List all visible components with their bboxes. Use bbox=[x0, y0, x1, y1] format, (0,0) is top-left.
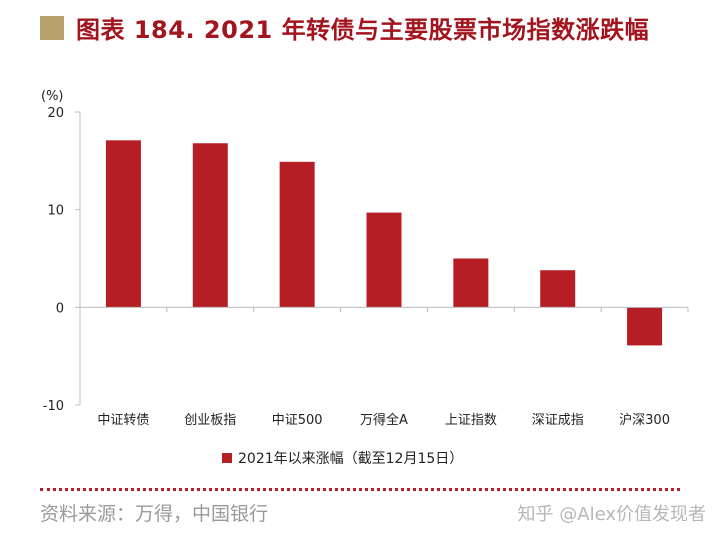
bar-6 bbox=[540, 270, 576, 308]
x-category-label: 创业板指 bbox=[184, 413, 236, 428]
bar-4 bbox=[366, 212, 402, 308]
y-tick-label: 0 bbox=[56, 301, 64, 316]
y-axis-unit-label: (%) bbox=[41, 89, 64, 104]
x-category-label: 沪深300 bbox=[619, 412, 670, 428]
x-category-label: 深证成指 bbox=[532, 413, 584, 428]
x-category-label: 中证500 bbox=[272, 413, 323, 428]
legend-label: 2021年以来涨幅（截至12月15日） bbox=[238, 451, 463, 467]
chart-title: 图表 184. 2021 年转债与主要股票市场指数涨跌幅 bbox=[76, 16, 650, 44]
watermark: 知乎 @Alex价值发现者 bbox=[517, 504, 706, 525]
x-category-label: 万得全A bbox=[360, 412, 408, 428]
x-axis: 中证转债 创业板指 中证500 万得全A 上证指数 深证成指 沪深300 bbox=[79, 306, 689, 428]
y-tick-label: 20 bbox=[47, 106, 64, 121]
bar-series bbox=[105, 140, 663, 346]
bar-3 bbox=[279, 161, 315, 308]
y-tick-label: 10 bbox=[47, 204, 64, 219]
footer-divider bbox=[40, 488, 680, 491]
source-note: 资料来源：万得，中国银行 bbox=[40, 503, 269, 525]
legend-swatch bbox=[222, 453, 232, 463]
x-category-label: 上证指数 bbox=[445, 413, 497, 428]
bar-1 bbox=[105, 140, 141, 308]
bar-7 bbox=[627, 307, 663, 346]
y-tick-label: -10 bbox=[43, 399, 64, 414]
legend: 2021年以来涨幅（截至12月15日） bbox=[222, 451, 463, 467]
bar-5 bbox=[453, 258, 489, 308]
title-accent-square bbox=[40, 15, 64, 40]
y-axis: -10 0 10 20 bbox=[43, 106, 81, 414]
chart-title-bar: 图表 184. 2021 年转债与主要股票市场指数涨跌幅 bbox=[40, 10, 649, 45]
bar-2 bbox=[192, 143, 228, 308]
x-category-label: 中证转债 bbox=[97, 413, 149, 428]
